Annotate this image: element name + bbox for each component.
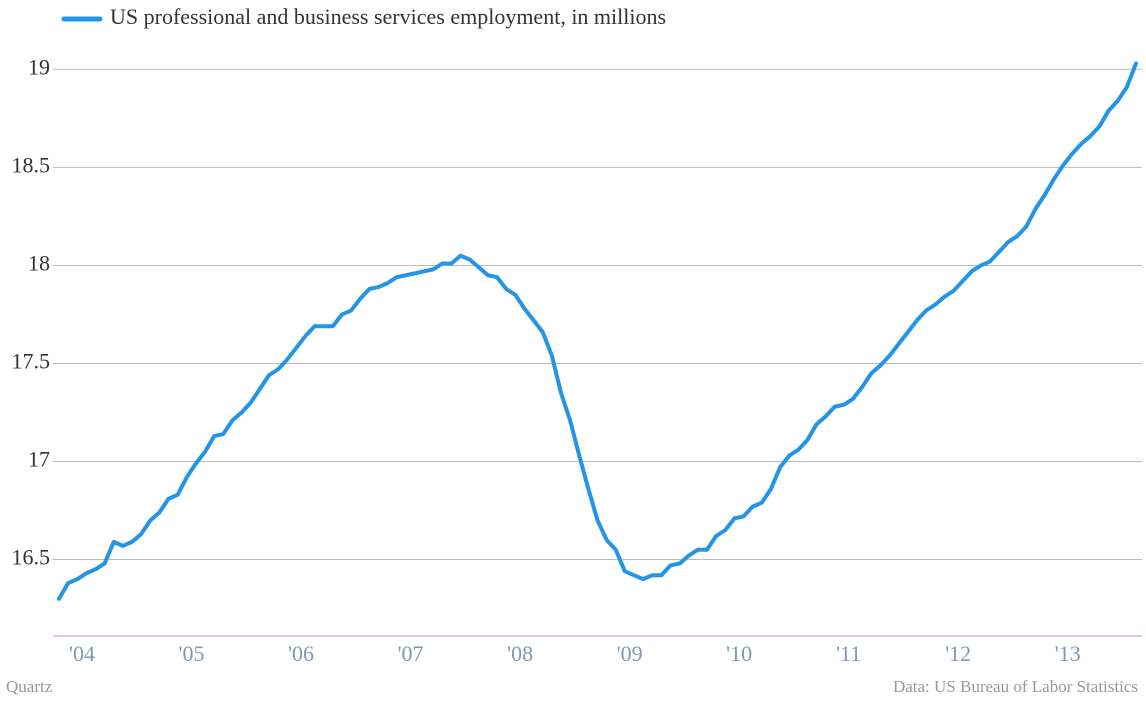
x-tick-label: '13 — [1055, 641, 1081, 666]
x-tick-label: '12 — [945, 641, 971, 666]
x-tick-label: '04 — [69, 641, 95, 666]
x-tick-label: '08 — [507, 641, 533, 666]
x-tick-label: '06 — [288, 641, 314, 666]
legend-label: US professional and business services em… — [110, 4, 666, 29]
y-tick-label: 18 — [28, 251, 50, 276]
source: Data: US Bureau of Labor Statistics — [893, 677, 1138, 696]
y-tick-label: 18.5 — [12, 152, 51, 177]
y-tick-label: 19 — [28, 54, 50, 79]
data-line — [57, 61, 1138, 601]
x-tick-label: '05 — [179, 641, 205, 666]
y-tick-label: 17 — [28, 447, 50, 472]
x-tick-label: '09 — [617, 641, 643, 666]
x-tick-label: '10 — [726, 641, 752, 666]
x-tick-label: '11 — [836, 641, 861, 666]
y-tick-label: 16.5 — [12, 545, 51, 570]
x-tick-label: '07 — [398, 641, 424, 666]
credit: Quartz — [6, 677, 53, 696]
y-tick-label: 17.5 — [12, 349, 51, 374]
